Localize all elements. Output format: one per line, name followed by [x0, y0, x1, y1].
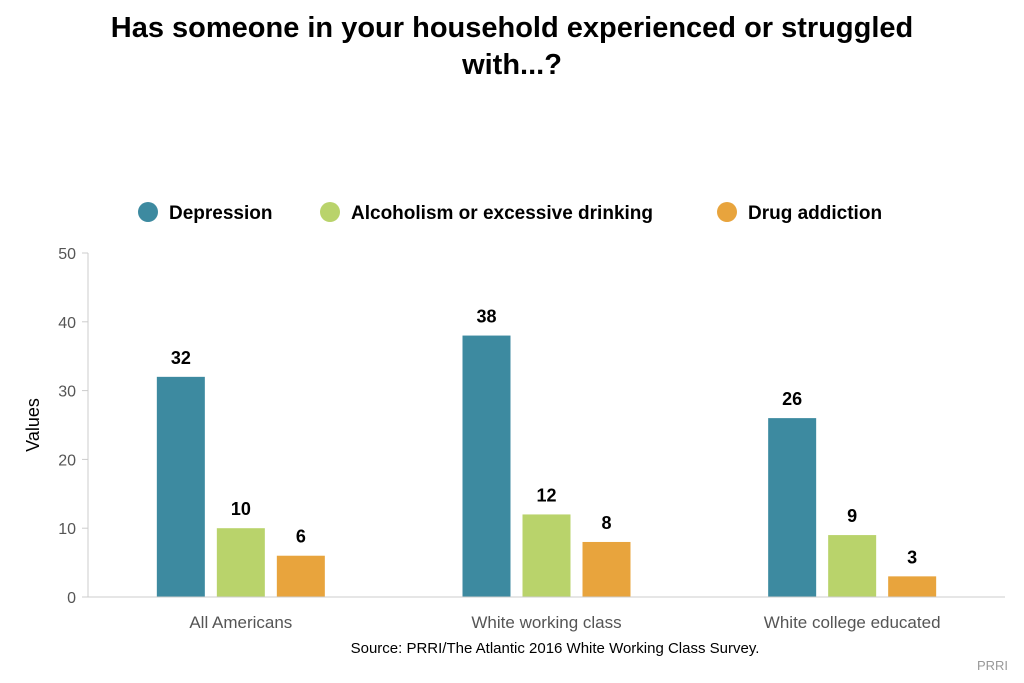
data-label: 9: [847, 506, 857, 526]
x-tick-label: White working class: [471, 613, 621, 632]
chart-title: Has someone in your household experience…: [110, 12, 914, 81]
bar: [462, 335, 511, 597]
legend-label: Depression: [169, 203, 272, 224]
x-axis: All Americans White working class White co…: [88, 596, 1005, 632]
bar: [156, 376, 205, 597]
legend-label: Alcoholism or excessive drinking: [351, 203, 653, 224]
y-tick-label: 10: [58, 521, 76, 538]
legend: Depression Alcoholism or excessive drinki…: [138, 202, 882, 224]
data-label: 26: [782, 389, 802, 409]
data-label: 6: [296, 527, 306, 547]
y-tick-label: 30: [58, 384, 76, 401]
data-label: 8: [601, 513, 611, 533]
data-label: 12: [536, 485, 556, 505]
y-axis-label: Values: [23, 398, 43, 452]
bar: [276, 555, 325, 597]
y-tick-label: 50: [58, 246, 76, 263]
legend-label: Drug addiction: [748, 203, 882, 224]
y-tick-label: 20: [58, 452, 76, 469]
bar: [828, 535, 877, 597]
y-axis: 0 10 20 30 40 50 Values: [23, 246, 89, 607]
bar: [768, 418, 817, 597]
legend-marker: [138, 202, 158, 222]
source-note: Source: PRRI/The Atlantic 2016 White Wor…: [350, 640, 760, 657]
credit-label: PRRI: [976, 658, 1008, 673]
data-label: 3: [907, 547, 917, 567]
bar: [522, 514, 571, 597]
bars: 32 10 6 38 12 8 26 9 3: [156, 307, 937, 597]
x-tick-label: All Americans: [189, 613, 292, 632]
data-label: 10: [231, 499, 251, 519]
y-tick-label: 0: [67, 590, 76, 607]
data-label: 32: [171, 348, 191, 368]
legend-marker: [717, 202, 737, 222]
bar: [888, 576, 937, 597]
legend-marker: [320, 202, 340, 222]
x-tick-label: White college educated: [764, 613, 941, 632]
bar: [216, 528, 265, 597]
data-label: 38: [476, 307, 496, 327]
bar: [582, 541, 631, 597]
y-tick-label: 40: [58, 315, 76, 332]
